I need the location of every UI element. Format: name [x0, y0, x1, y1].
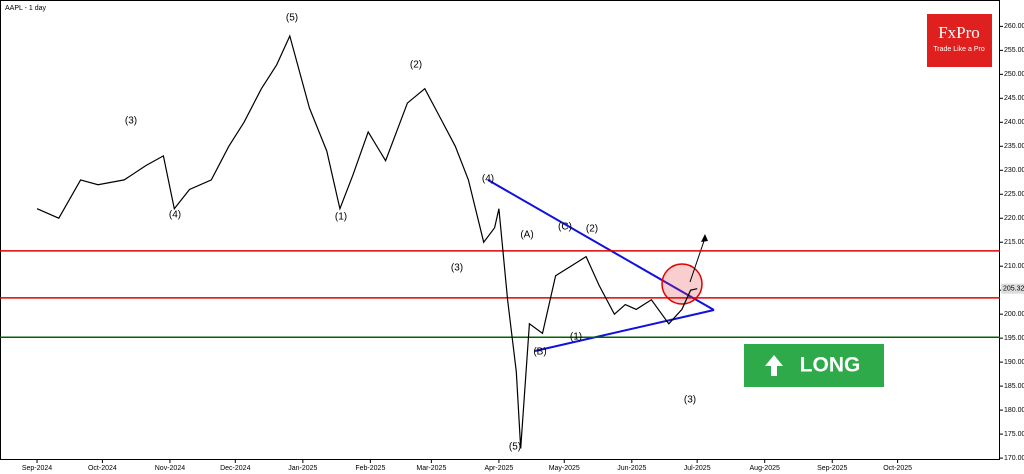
logo-name: FxPro	[938, 23, 980, 42]
wave-label: (C)	[558, 222, 572, 233]
up-arrow-icon	[765, 355, 783, 376]
wave-label: (2)	[410, 60, 422, 71]
y-tick-label: 215.00	[1004, 239, 1024, 246]
y-tick-label: 255.00	[1004, 47, 1024, 54]
trend-line	[534, 309, 715, 352]
y-tick-label: 225.00	[1004, 191, 1024, 198]
wave-label: (4)	[169, 210, 181, 221]
x-tick-label: May-2025	[549, 465, 580, 472]
y-tick-label: 210.00	[1004, 263, 1024, 270]
price-line	[36, 34, 698, 449]
y-tick-label: 230.00	[1004, 167, 1024, 174]
logo-box	[927, 14, 992, 67]
x-tick-label: Jun-2025	[617, 465, 646, 472]
x-tick-label: Sep-2025	[817, 465, 847, 472]
y-tick-label: 245.00	[1004, 95, 1024, 102]
wave-label: (3)	[125, 116, 137, 127]
x-tick-label: Jan-2025	[288, 465, 317, 472]
wave-label: (4)	[482, 174, 494, 185]
chart-title: AAPL - 1 day	[5, 5, 46, 12]
last-price-box	[1001, 283, 1024, 294]
trend-line	[487, 179, 715, 311]
y-tick-label: 190.00	[1004, 359, 1024, 366]
y-tick-label: 240.00	[1004, 119, 1024, 126]
x-tick-label: Aug-2025	[750, 465, 780, 472]
arrow-head	[701, 234, 708, 242]
y-tick-label: 170.00	[1004, 455, 1024, 462]
signal-text: LONG	[800, 354, 861, 377]
x-tick-label: Dec-2024	[220, 465, 250, 472]
x-tick-label: Oct-2025	[883, 465, 912, 472]
y-tick-label: 175.00	[1004, 431, 1024, 438]
y-tick-label: 250.00	[1004, 71, 1024, 78]
x-tick-label: Feb-2025	[355, 465, 385, 472]
wave-label: (1)	[570, 332, 582, 343]
x-tick-label: Apr-2025	[485, 465, 514, 472]
projection-arrow	[689, 237, 706, 283]
x-tick-label: Sep-2024	[22, 465, 52, 472]
y-tick-label: 195.00	[1004, 335, 1024, 342]
y-tick-label: 235.00	[1004, 143, 1024, 150]
wave-label: (5)	[286, 13, 298, 24]
y-tick-label: 220.00	[1004, 215, 1024, 222]
x-tick-label: Mar-2025	[416, 465, 446, 472]
highlight-circle	[661, 263, 703, 305]
y-tick-label: 185.00	[1004, 383, 1024, 390]
wave-label: (3)	[451, 263, 463, 274]
y-tick-label: 200.00	[1004, 311, 1024, 318]
wave-label: (1)	[335, 212, 347, 223]
wave-label: (A)	[520, 230, 533, 241]
wave-label: (5)	[509, 442, 521, 453]
x-tick-label: Oct-2024	[88, 465, 117, 472]
y-tick-label: 260.00	[1004, 23, 1024, 30]
last-price-label: 205.32	[1003, 286, 1024, 293]
x-tick-label: Jul-2025	[684, 465, 711, 472]
wave-label: (3)	[684, 395, 696, 406]
logo-tagline: Trade Like a Pro	[933, 46, 985, 53]
plot-frame	[0, 0, 1000, 460]
y-tick-label: 180.00	[1004, 407, 1024, 414]
wave-label: (B)	[533, 347, 546, 358]
x-tick-label: Nov-2024	[155, 465, 185, 472]
wave-label: (2)	[586, 224, 598, 235]
